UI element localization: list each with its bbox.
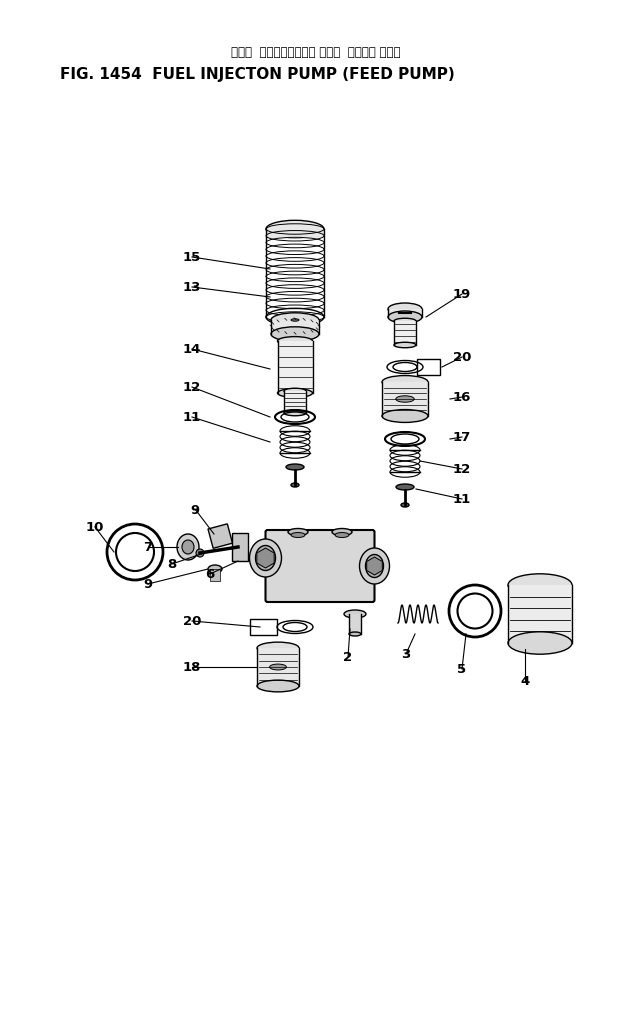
Ellipse shape <box>332 529 352 536</box>
Ellipse shape <box>177 535 199 560</box>
Ellipse shape <box>382 411 428 423</box>
Ellipse shape <box>394 343 416 348</box>
Ellipse shape <box>284 411 306 417</box>
Ellipse shape <box>277 337 313 346</box>
Bar <box>232 534 248 561</box>
Bar <box>210 570 220 582</box>
Text: 13: 13 <box>183 281 201 294</box>
Ellipse shape <box>396 484 414 490</box>
Circle shape <box>196 549 204 557</box>
Ellipse shape <box>182 540 194 554</box>
Ellipse shape <box>365 555 384 578</box>
Text: 6: 6 <box>205 568 215 581</box>
Text: 12: 12 <box>183 381 201 394</box>
Ellipse shape <box>508 632 572 654</box>
Ellipse shape <box>271 314 319 328</box>
Bar <box>394 322 416 345</box>
Text: 3: 3 <box>401 648 411 661</box>
Text: 20: 20 <box>453 352 471 364</box>
Text: 18: 18 <box>183 661 201 674</box>
Bar <box>277 341 313 393</box>
Text: 15: 15 <box>183 252 201 264</box>
Text: 2: 2 <box>344 651 353 663</box>
Text: 11: 11 <box>183 411 201 424</box>
Ellipse shape <box>284 389 306 394</box>
Ellipse shape <box>388 304 422 316</box>
Ellipse shape <box>286 465 304 471</box>
Text: 11: 11 <box>453 493 471 506</box>
Ellipse shape <box>256 546 275 571</box>
Text: 16: 16 <box>453 391 471 405</box>
Text: 12: 12 <box>453 463 471 476</box>
Text: 9: 9 <box>144 578 153 591</box>
Ellipse shape <box>266 221 324 238</box>
Ellipse shape <box>270 664 286 671</box>
Ellipse shape <box>277 389 313 398</box>
Text: FIG. 1454  FUEL INJECTON PUMP (FEED PUMP): FIG. 1454 FUEL INJECTON PUMP (FEED PUMP) <box>60 66 454 82</box>
Bar <box>257 648 299 687</box>
Bar <box>284 391 306 414</box>
Ellipse shape <box>396 396 414 403</box>
Text: 20: 20 <box>183 614 201 628</box>
Ellipse shape <box>382 376 428 389</box>
Bar <box>382 382 428 417</box>
Text: 4: 4 <box>520 675 530 688</box>
Text: 19: 19 <box>453 288 471 302</box>
Bar <box>508 586 572 643</box>
Text: 7: 7 <box>144 541 153 554</box>
Bar <box>349 614 361 635</box>
Text: 5: 5 <box>458 662 467 676</box>
Ellipse shape <box>291 484 299 487</box>
Bar <box>271 321 319 334</box>
Text: 10: 10 <box>86 521 104 534</box>
Ellipse shape <box>208 566 222 574</box>
Ellipse shape <box>360 548 389 585</box>
Bar <box>266 229 324 238</box>
Ellipse shape <box>394 319 416 324</box>
Ellipse shape <box>344 610 366 619</box>
Ellipse shape <box>291 320 299 322</box>
Bar <box>208 525 232 549</box>
Ellipse shape <box>288 529 308 536</box>
FancyBboxPatch shape <box>265 531 375 602</box>
Ellipse shape <box>508 575 572 596</box>
Ellipse shape <box>257 643 299 654</box>
Text: 8: 8 <box>167 558 177 571</box>
Text: 14: 14 <box>183 343 201 357</box>
Text: 17: 17 <box>453 431 471 444</box>
Text: 9: 9 <box>191 503 199 516</box>
Ellipse shape <box>249 539 282 578</box>
Bar <box>388 310 422 318</box>
Ellipse shape <box>335 533 349 538</box>
Ellipse shape <box>401 503 409 507</box>
Ellipse shape <box>291 533 305 538</box>
Ellipse shape <box>257 681 299 692</box>
Ellipse shape <box>388 312 422 324</box>
Ellipse shape <box>349 633 361 637</box>
Text: フェル  インジェクション ポンプ  フィード ポンプ: フェル インジェクション ポンプ フィード ポンプ <box>231 46 401 58</box>
Ellipse shape <box>271 327 319 341</box>
